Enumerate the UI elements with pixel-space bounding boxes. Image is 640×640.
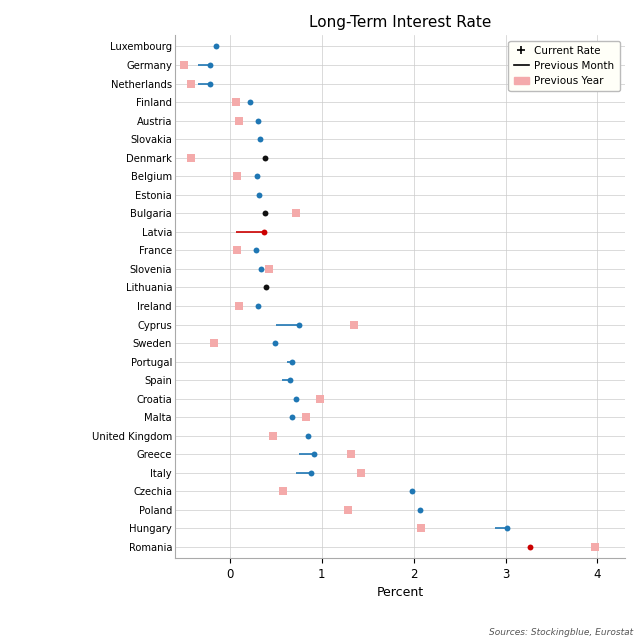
- Point: [278, 486, 289, 497]
- Point: [306, 468, 316, 478]
- Point: [255, 134, 266, 144]
- Point: [252, 171, 262, 181]
- Point: [186, 79, 196, 89]
- Point: [415, 505, 425, 515]
- Point: [260, 152, 270, 163]
- Point: [291, 208, 301, 218]
- Point: [268, 431, 278, 441]
- Point: [205, 60, 215, 70]
- Point: [232, 245, 243, 255]
- Point: [252, 301, 262, 311]
- Point: [254, 189, 264, 200]
- Point: [407, 486, 417, 497]
- Point: [342, 505, 353, 515]
- Point: [589, 542, 600, 552]
- Point: [287, 356, 298, 367]
- Point: [502, 524, 513, 534]
- Point: [294, 319, 304, 330]
- Point: [291, 394, 301, 404]
- Point: [250, 245, 260, 255]
- Point: [205, 79, 215, 89]
- Legend: Current Rate, Previous Month, Previous Year: Current Rate, Previous Month, Previous Y…: [508, 40, 620, 92]
- Point: [232, 171, 243, 181]
- Point: [259, 227, 269, 237]
- Point: [260, 282, 271, 292]
- Point: [303, 431, 313, 441]
- Point: [349, 319, 359, 330]
- Text: Sources: Stockingblue, Eurostat: Sources: Stockingblue, Eurostat: [490, 628, 634, 637]
- Point: [252, 115, 262, 125]
- Point: [309, 449, 319, 460]
- Point: [346, 449, 356, 460]
- Point: [245, 97, 255, 107]
- Point: [234, 301, 244, 311]
- Point: [301, 412, 311, 422]
- Point: [231, 97, 241, 107]
- Point: [270, 338, 280, 348]
- Point: [315, 394, 325, 404]
- Point: [179, 60, 189, 70]
- Point: [287, 412, 298, 422]
- Point: [264, 264, 275, 274]
- Point: [416, 524, 426, 534]
- Point: [209, 338, 220, 348]
- Point: [525, 542, 536, 552]
- Point: [285, 375, 295, 385]
- Point: [234, 115, 244, 125]
- Point: [356, 468, 367, 478]
- Point: [186, 152, 196, 163]
- Point: [211, 42, 221, 52]
- Title: Long-Term Interest Rate: Long-Term Interest Rate: [308, 15, 491, 30]
- X-axis label: Percent: Percent: [376, 586, 424, 600]
- Point: [256, 264, 266, 274]
- Point: [260, 208, 270, 218]
